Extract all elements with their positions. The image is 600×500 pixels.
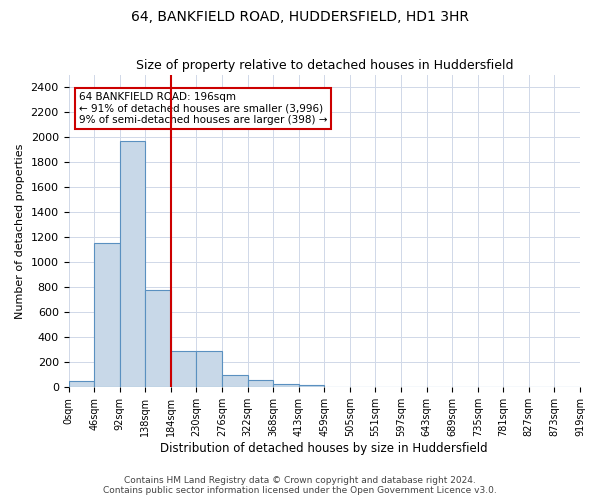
Bar	[68, 381, 94, 388]
Text: 64, BANKFIELD ROAD, HUDDERSFIELD, HD1 3HR: 64, BANKFIELD ROAD, HUDDERSFIELD, HD1 3H…	[131, 10, 469, 24]
Bar	[171, 351, 196, 388]
Y-axis label: Number of detached properties: Number of detached properties	[15, 144, 25, 318]
Text: Contains HM Land Registry data © Crown copyright and database right 2024.
Contai: Contains HM Land Registry data © Crown c…	[103, 476, 497, 495]
Text: 64 BANKFIELD ROAD: 196sqm
← 91% of detached houses are smaller (3,996)
9% of sem: 64 BANKFIELD ROAD: 196sqm ← 91% of detac…	[79, 92, 327, 125]
Bar	[299, 385, 324, 388]
Bar	[94, 244, 119, 388]
Bar	[119, 141, 145, 388]
Bar	[196, 351, 222, 388]
Bar	[145, 290, 171, 388]
Bar	[273, 384, 299, 388]
Bar	[222, 375, 248, 388]
X-axis label: Distribution of detached houses by size in Huddersfield: Distribution of detached houses by size …	[160, 442, 488, 455]
Bar	[324, 386, 350, 388]
Title: Size of property relative to detached houses in Huddersfield: Size of property relative to detached ho…	[136, 59, 513, 72]
Bar	[248, 380, 273, 388]
